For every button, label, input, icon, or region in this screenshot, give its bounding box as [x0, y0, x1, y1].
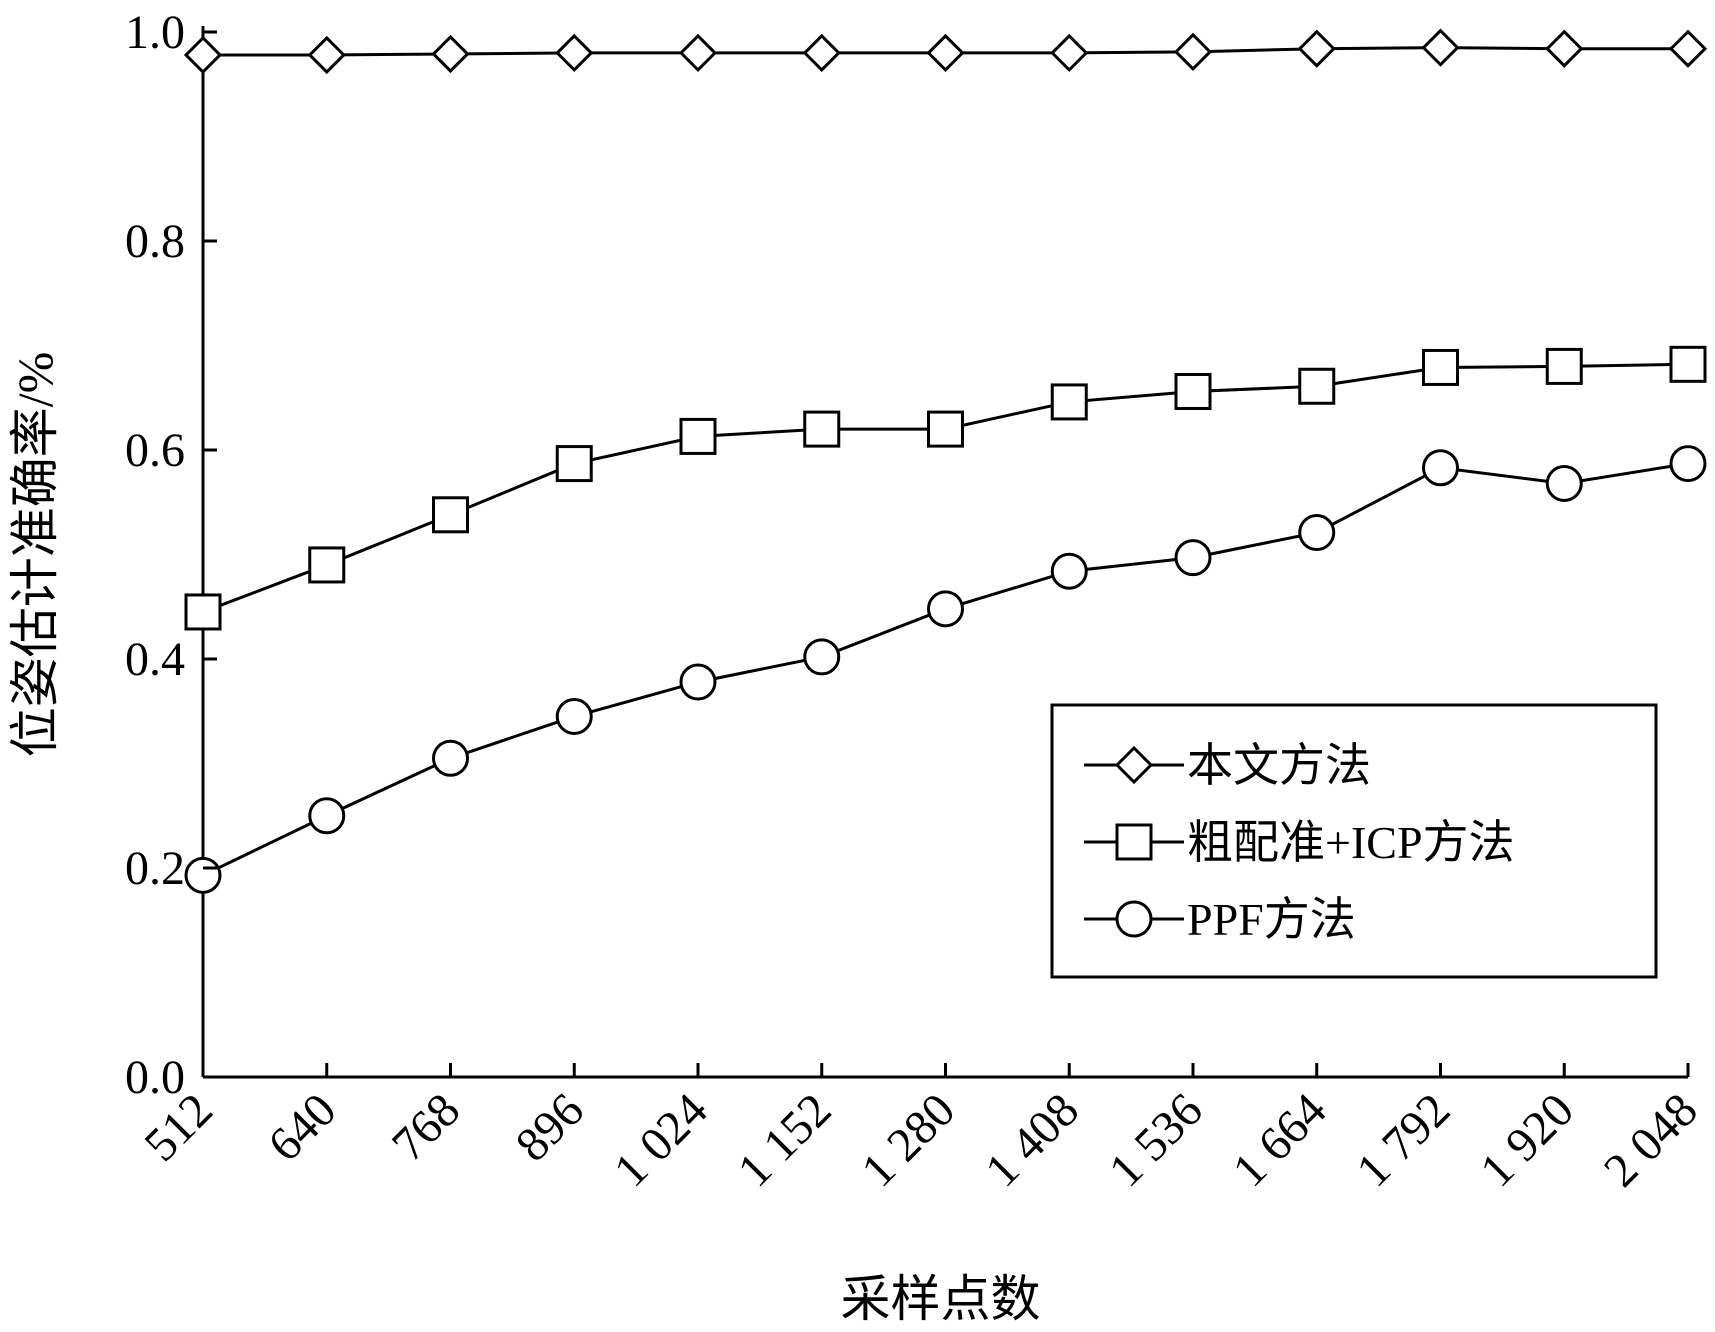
data-point — [431, 34, 470, 74]
legend-marker — [1115, 823, 1153, 861]
data-point — [555, 445, 593, 483]
x-axis-title: 采样点数 — [841, 1271, 1041, 1327]
data-point — [679, 663, 717, 701]
series-diamond — [183, 28, 1708, 75]
x-tick-label: 2 048 — [1594, 1083, 1708, 1197]
data-point — [184, 856, 222, 894]
data-point — [926, 33, 965, 73]
data-point — [927, 410, 964, 448]
data-point — [1050, 33, 1089, 73]
data-point — [1669, 445, 1707, 483]
x-tick-label: 1 920 — [1470, 1083, 1584, 1197]
data-point — [308, 546, 346, 584]
legend-marker — [1114, 745, 1154, 785]
data-point — [1050, 552, 1088, 590]
y-axis-title: 位姿估计准确率/% — [7, 352, 63, 758]
data-point — [1421, 28, 1460, 67]
x-tick-label: 1 024 — [604, 1083, 718, 1197]
data-point — [1174, 539, 1212, 577]
x-tick-label: 1 792 — [1346, 1083, 1460, 1197]
data-point — [1668, 29, 1708, 68]
data-point — [1422, 449, 1459, 487]
data-point — [803, 638, 841, 676]
data-point — [1422, 348, 1459, 386]
x-tick-label: 1 408 — [975, 1083, 1089, 1197]
legend-label: 粗配准+ICP方法 — [1187, 817, 1515, 868]
y-tick-label: 0.2 — [125, 842, 185, 895]
x-tick-label: 1 536 — [1099, 1083, 1213, 1197]
data-point — [555, 697, 593, 735]
legend-label: 本文方法 — [1187, 740, 1371, 791]
legend-label: PPF方法 — [1187, 894, 1356, 945]
data-point — [308, 797, 346, 835]
data-point — [1545, 464, 1583, 502]
x-tick-label: 768 — [382, 1083, 470, 1171]
data-point — [555, 33, 594, 73]
data-point — [307, 35, 346, 75]
series-line — [202, 362, 1689, 614]
data-point — [432, 496, 469, 534]
data-point — [679, 417, 717, 455]
data-point — [803, 410, 841, 448]
x-tick-label: 640 — [258, 1083, 346, 1171]
y-tick-label: 1.0 — [125, 6, 185, 59]
series-circle — [184, 445, 1707, 894]
data-point — [1050, 383, 1088, 421]
y-tick-label: 0.6 — [125, 424, 185, 477]
data-point — [927, 590, 964, 628]
data-point — [1298, 367, 1336, 405]
data-point — [802, 33, 841, 73]
x-tick-label: 1 152 — [728, 1083, 842, 1197]
data-point — [1297, 29, 1336, 68]
series-layer — [183, 28, 1708, 894]
legend-marker — [1115, 900, 1153, 938]
data-point — [1545, 29, 1584, 68]
data-point — [183, 35, 223, 75]
data-point — [1669, 345, 1707, 383]
data-point — [1298, 514, 1336, 552]
data-point — [1174, 372, 1212, 410]
x-tick-label: 1 280 — [851, 1083, 965, 1197]
data-point — [432, 739, 469, 777]
data-point — [1173, 32, 1213, 71]
data-point — [1545, 347, 1583, 385]
data-point — [184, 593, 222, 631]
y-tick-label: 0.8 — [125, 215, 185, 268]
y-tick-label: 0.4 — [125, 633, 185, 686]
data-point — [678, 33, 718, 73]
y-tick-label: 0.0 — [125, 1051, 185, 1104]
x-tick-label: 896 — [506, 1083, 594, 1171]
series-square — [184, 345, 1707, 631]
x-tick-label: 1 664 — [1223, 1083, 1337, 1197]
